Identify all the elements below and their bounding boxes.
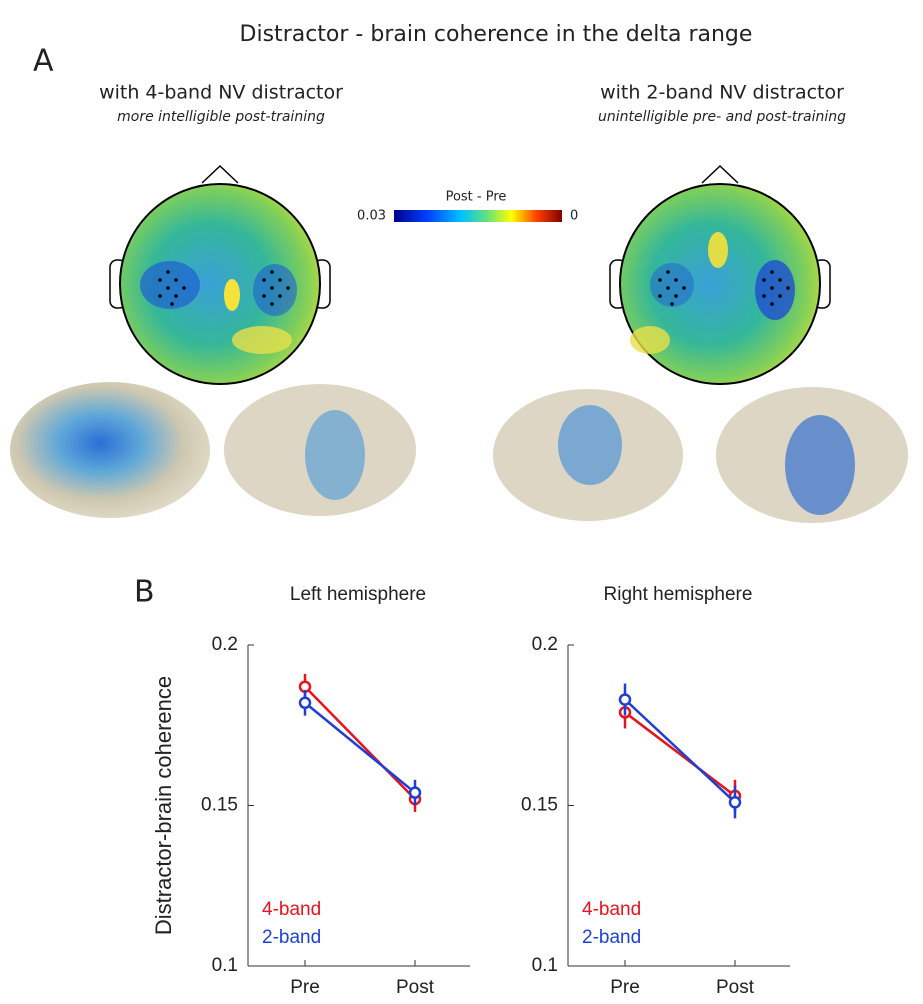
legend-entry: 2-band bbox=[262, 927, 321, 948]
y-tick-label: 0.15 bbox=[521, 795, 558, 816]
x-tick-label: Post bbox=[716, 977, 755, 998]
legend-entry: 4-band bbox=[262, 899, 321, 920]
y-tick-label: 0.1 bbox=[532, 955, 558, 976]
point bbox=[618, 693, 632, 706]
colorbar-label: Post - Pre bbox=[446, 190, 507, 205]
panel-title: with 4-band NV distractor bbox=[99, 82, 343, 104]
y-tick-label: 0.15 bbox=[201, 795, 238, 816]
point bbox=[408, 786, 422, 799]
panel-subtitle: unintelligible pre- and post-training bbox=[598, 109, 846, 125]
y-axis-label: Distractor-brain coherence bbox=[151, 676, 176, 935]
panel-title: with 2-band NV distractor bbox=[600, 82, 844, 104]
panel-label: B bbox=[134, 575, 155, 610]
series-line bbox=[304, 685, 416, 800]
x-tick-label: Pre bbox=[290, 977, 320, 998]
colorbar-tick: 0 bbox=[570, 209, 578, 224]
chart-title: Right hemisphere bbox=[604, 584, 753, 605]
y-tick-label: 0.2 bbox=[532, 634, 558, 655]
x-tick-label: Post bbox=[396, 977, 435, 998]
colorbar bbox=[394, 210, 562, 222]
brain-surface bbox=[10, 382, 908, 523]
legend-entry: 2-band bbox=[582, 927, 641, 948]
panel-label: A bbox=[33, 44, 54, 79]
electrodes bbox=[158, 270, 790, 306]
colorbar-tick: 0.03 bbox=[357, 209, 386, 224]
series-line bbox=[304, 701, 416, 794]
series-line bbox=[624, 698, 736, 804]
legend-entry: 4-band bbox=[582, 899, 641, 920]
y-tick-label: 0.2 bbox=[212, 634, 238, 655]
figure-title: Distractor - brain coherence in the delt… bbox=[240, 22, 753, 47]
topomap bbox=[609, 164, 831, 385]
series-line bbox=[624, 711, 736, 797]
panel-subtitle: more intelligible post-training bbox=[117, 109, 325, 125]
y-tick-label: 0.1 bbox=[212, 955, 238, 976]
point bbox=[298, 696, 312, 710]
x-tick-label: Pre bbox=[610, 977, 640, 998]
topomap bbox=[109, 164, 331, 385]
point bbox=[728, 796, 742, 809]
chart-title: Left hemisphere bbox=[290, 584, 426, 605]
